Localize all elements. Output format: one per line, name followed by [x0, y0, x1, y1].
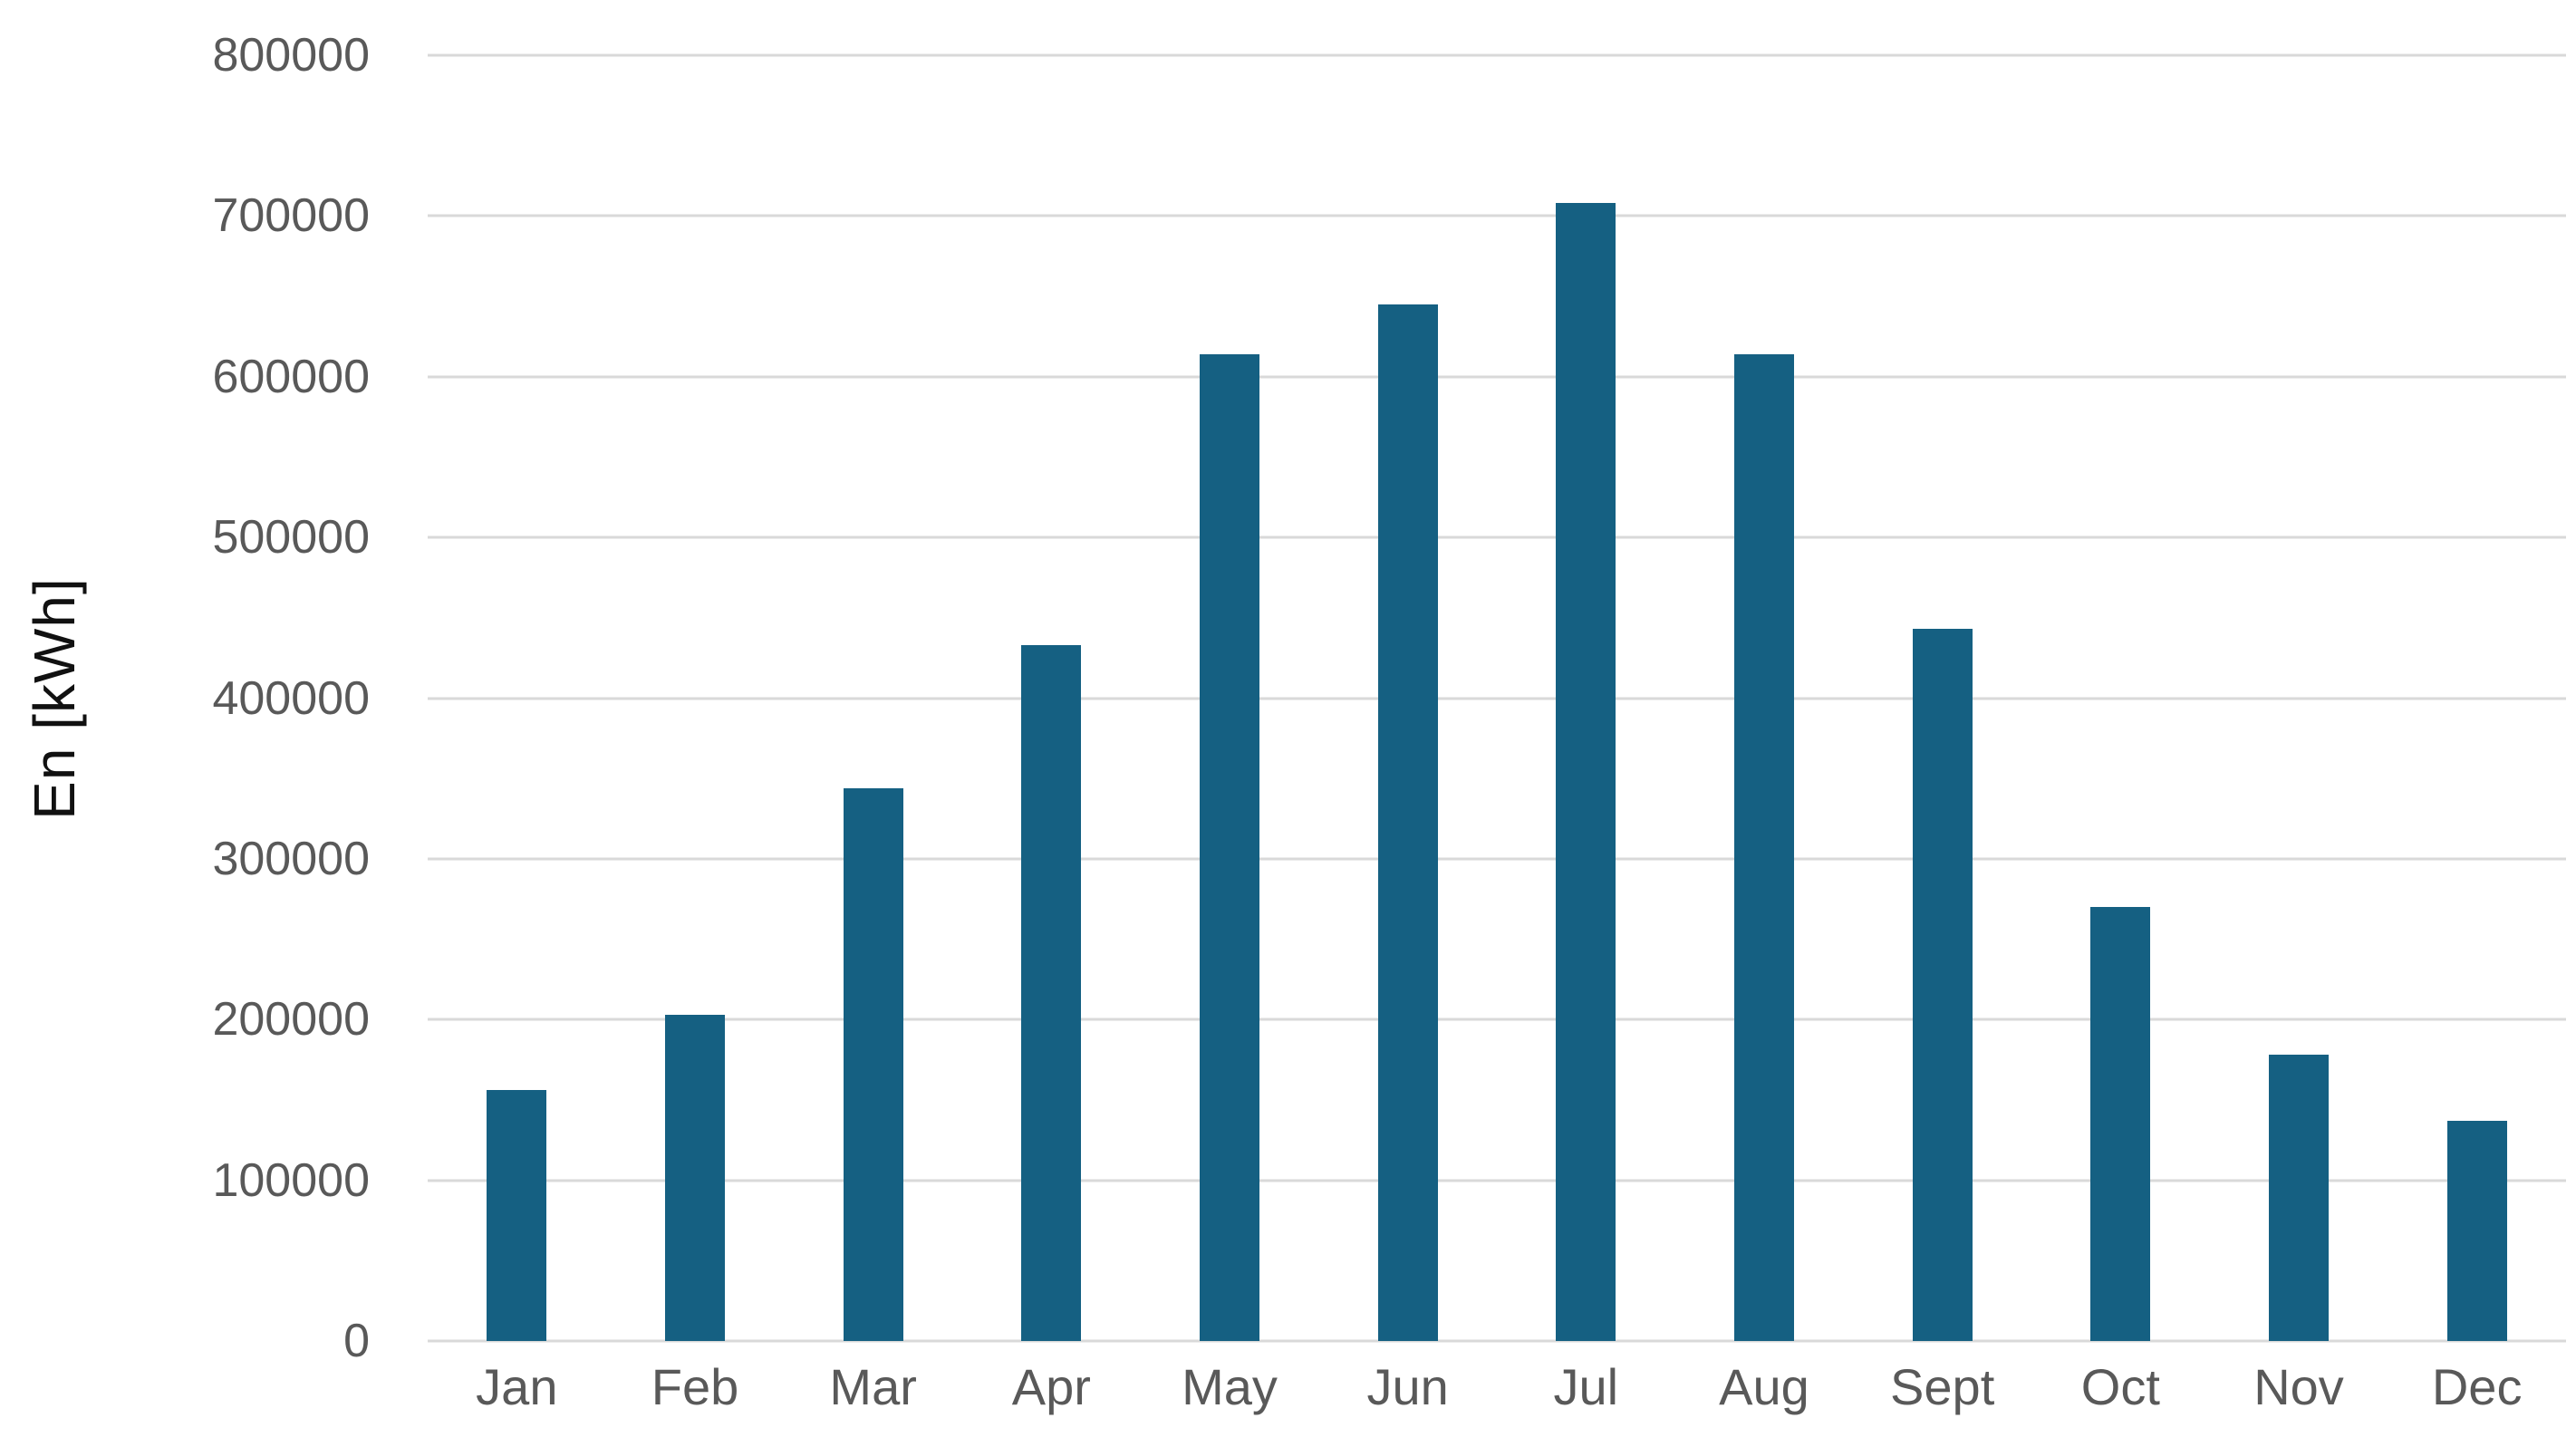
y-axis-title-label: En [kWh]	[22, 576, 87, 820]
x-tick-label-nov: Nov	[2253, 1358, 2344, 1415]
x-tick-label-jun: Jun	[1366, 1358, 1449, 1415]
x-tick-label-feb: Feb	[651, 1358, 739, 1415]
x-tick-label-aug: Aug	[1719, 1358, 1809, 1415]
y-tick-label: 300000	[212, 832, 370, 885]
gridline	[428, 1018, 2566, 1021]
bar-may	[1200, 353, 1259, 1341]
gridline	[428, 375, 2566, 379]
x-tick-label-dec: Dec	[2431, 1358, 2523, 1415]
x-tick-label-apr: Apr	[1011, 1358, 1091, 1415]
bar-jan	[487, 1090, 547, 1341]
bar-nov	[2269, 1055, 2329, 1341]
bar-apr	[1021, 644, 1082, 1341]
x-tick-label-mar: Mar	[829, 1358, 917, 1415]
bar-dec	[2446, 1121, 2507, 1341]
x-tick-label-oct: Oct	[2080, 1358, 2160, 1415]
x-axis-tick-labels: Jan Feb Mar Apr May Jun Jul Aug Sept Oct Nov Dec	[428, 1357, 2566, 1439]
bar-aug	[1734, 353, 1794, 1341]
x-tick-label-jul: Jul	[1553, 1358, 1619, 1415]
bar-sept	[1912, 629, 1973, 1341]
x-tick-label-jan: Jan	[476, 1358, 558, 1415]
gridline	[428, 214, 2566, 217]
gridline	[428, 697, 2566, 699]
bar-mar	[843, 787, 903, 1341]
y-tick-label: 0	[343, 1315, 370, 1367]
y-tick-label: 700000	[212, 189, 370, 243]
y-tick-label: 500000	[212, 511, 370, 564]
bar-oct	[2090, 907, 2151, 1341]
bar-feb	[665, 1014, 725, 1341]
y-tick-label: 800000	[212, 29, 370, 82]
y-tick-label: 200000	[212, 993, 370, 1047]
gridline	[428, 535, 2566, 539]
y-axis-tick-labels: 0 100000 200000 300000 400000 500000 600000 700…	[118, 32, 370, 1365]
y-tick-label: 100000	[212, 1153, 370, 1207]
bar-jun	[1377, 304, 1438, 1341]
y-axis-title: En [kWh]	[0, 55, 109, 1341]
x-tick-label-sept: Sept	[1890, 1358, 1995, 1415]
gridline	[428, 857, 2566, 861]
x-tick-label-may: May	[1182, 1358, 1278, 1415]
y-tick-label: 600000	[212, 350, 370, 403]
plot-area	[428, 53, 2566, 1343]
gridline	[428, 1339, 2566, 1343]
gridline	[428, 1179, 2566, 1182]
y-tick-label: 400000	[212, 671, 370, 725]
bar-jul	[1556, 203, 1616, 1341]
gridline	[428, 53, 2566, 57]
